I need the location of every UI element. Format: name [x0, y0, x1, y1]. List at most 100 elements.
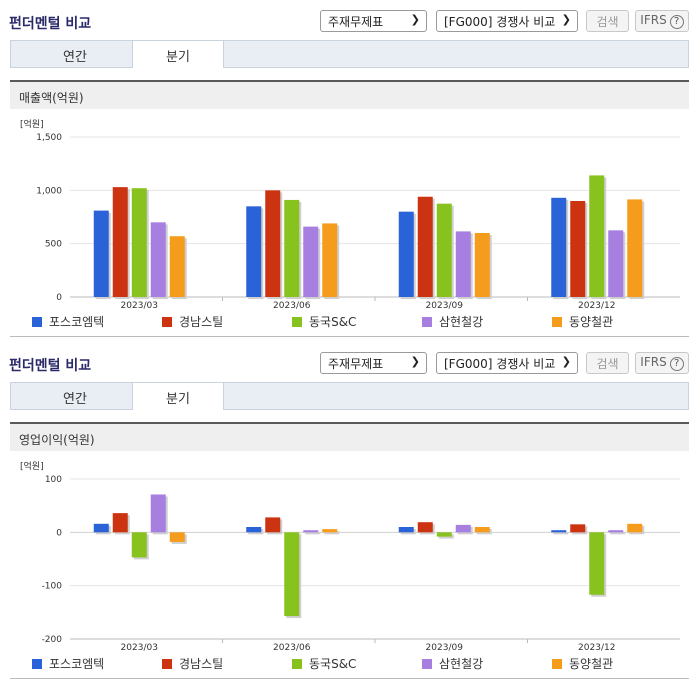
bar[interactable] — [169, 532, 185, 542]
legend-item[interactable]: 경남스틸 — [162, 313, 223, 330]
bar[interactable] — [627, 199, 643, 297]
fundamental-panel-revenue: 펀더멘털 비교 주재무제표 ❯ [FG000] 경쟁사 비교 ❯ 검색 IFRS… — [9, 10, 689, 337]
bar[interactable] — [150, 222, 166, 297]
bar[interactable] — [455, 524, 471, 533]
legend-label: 포스코엠텍 — [49, 657, 105, 671]
x-tick-label: 2023/06 — [273, 301, 311, 311]
legend-item[interactable]: 동양철관 — [552, 655, 613, 672]
bar[interactable] — [93, 210, 109, 297]
statement-select[interactable]: 주재무제표 ❯ — [320, 352, 427, 374]
tab-annual[interactable]: 연간 — [63, 50, 87, 65]
legend-label: 동양철관 — [569, 657, 614, 671]
bar[interactable] — [398, 211, 414, 297]
bar[interactable] — [608, 230, 624, 297]
legend-label: 동국S&C — [309, 315, 357, 329]
bar-shadow — [610, 532, 626, 535]
x-tick-label: 2023/12 — [578, 301, 615, 311]
y-unit-label: [억원] — [20, 460, 44, 472]
operating-profit-chart: [억원] -200 -100 0 100 2023/03 2023/06 2023/09 202… — [10, 454, 689, 656]
legend-item[interactable]: 포스코엠텍 — [32, 313, 104, 330]
bar[interactable] — [169, 236, 185, 297]
tab-quarterly[interactable]: 분기 — [132, 382, 224, 410]
search-button[interactable]: 검색 — [586, 10, 629, 32]
bar[interactable] — [131, 188, 147, 297]
bar[interactable] — [589, 175, 605, 297]
legend-swatch — [552, 317, 562, 327]
bar[interactable] — [265, 517, 281, 533]
bar[interactable] — [112, 513, 128, 533]
section-divider — [10, 678, 689, 679]
bar[interactable] — [322, 223, 338, 297]
legend-swatch — [32, 317, 42, 327]
bar[interactable] — [131, 532, 147, 558]
legend-item[interactable]: 동국S&C — [292, 655, 356, 672]
y-tick-label: 1,000 — [36, 186, 62, 196]
bar[interactable] — [322, 529, 338, 533]
bar[interactable] — [303, 530, 319, 533]
bar[interactable] — [284, 532, 300, 617]
tab-quarterly[interactable]: 분기 — [132, 40, 224, 68]
bar[interactable] — [455, 231, 471, 297]
legend-item[interactable]: 동양철관 — [552, 313, 613, 330]
bar[interactable] — [417, 522, 433, 533]
x-tick-label: 2023/09 — [426, 643, 464, 653]
legend-item[interactable]: 삼현철강 — [422, 655, 483, 672]
peer-group-select[interactable]: [FG000] 경쟁사 비교 ❯ — [436, 352, 578, 374]
legend-label: 경남스틸 — [179, 315, 224, 329]
bar[interactable] — [474, 527, 490, 533]
bar[interactable] — [570, 201, 586, 297]
y-tick-label: 1,500 — [36, 133, 62, 143]
y-tick-label: 0 — [56, 528, 62, 538]
ifrs-button[interactable]: IFRS? — [635, 352, 689, 374]
metric-header: 영업이익(억원) — [10, 422, 689, 451]
bar[interactable] — [112, 187, 128, 297]
legend-swatch — [292, 317, 302, 327]
bar[interactable] — [246, 527, 262, 533]
bar[interactable] — [436, 532, 452, 537]
legend-label: 삼현철강 — [439, 315, 484, 329]
bar[interactable] — [398, 527, 414, 533]
bar[interactable] — [150, 494, 166, 533]
ifrs-button[interactable]: IFRS? — [635, 10, 689, 32]
bar[interactable] — [551, 197, 567, 297]
legend-swatch — [32, 659, 42, 669]
legend-item[interactable]: 경남스틸 — [162, 655, 223, 672]
search-button[interactable]: 검색 — [586, 352, 629, 374]
legend-item[interactable]: 동국S&C — [292, 313, 356, 330]
bar-shadow — [553, 532, 569, 535]
y-tick-label: 500 — [45, 240, 62, 250]
bar[interactable] — [608, 530, 624, 533]
bar[interactable] — [265, 190, 281, 297]
bar[interactable] — [627, 523, 643, 533]
bar[interactable] — [417, 196, 433, 297]
revenue-chart-svg: [억원] 0 500 1,000 1,500 2023/03 2023/06 2023/09 2… — [20, 118, 680, 311]
peer-group-select-value: [FG000] 경쟁사 비교 — [444, 15, 556, 29]
operating-profit-chart-svg: [억원] -200 -100 0 100 2023/03 2023/06 2023/09 202… — [20, 460, 680, 653]
peer-group-select[interactable]: [FG000] 경쟁사 비교 ❯ — [436, 10, 578, 32]
bar[interactable] — [570, 524, 586, 533]
bar[interactable] — [474, 233, 490, 297]
peer-group-select-value: [FG000] 경쟁사 비교 — [444, 357, 556, 371]
bar[interactable] — [93, 523, 109, 533]
bar[interactable] — [551, 530, 567, 533]
section-divider — [10, 336, 689, 337]
bar[interactable] — [589, 532, 605, 595]
legend-item[interactable]: 포스코엠텍 — [32, 655, 104, 672]
x-tick-label: 2023/12 — [578, 643, 615, 653]
legend-item[interactable]: 삼현철강 — [422, 313, 483, 330]
y-tick-label: -200 — [42, 635, 63, 645]
fundamental-panel-operating-profit: 펀더멘털 비교 주재무제표 ❯ [FG000] 경쟁사 비교 ❯ 검색 IFRS… — [0, 342, 696, 684]
bar[interactable] — [303, 226, 319, 297]
statement-select-value: 주재무제표 — [328, 15, 384, 29]
legend-label: 삼현철강 — [439, 657, 484, 671]
y-tick-label: 0 — [56, 293, 62, 303]
revenue-chart: [억원] 0 500 1,000 1,500 2023/03 2023/06 2023/09 2… — [10, 112, 689, 314]
tab-annual[interactable]: 연간 — [63, 392, 87, 407]
chevron-down-icon: ❯ — [410, 13, 420, 26]
bar[interactable] — [436, 203, 452, 297]
period-tabs: 연간 분기 — [10, 40, 689, 68]
bar[interactable] — [246, 206, 262, 297]
x-tick-label: 2023/06 — [273, 643, 311, 653]
statement-select[interactable]: 주재무제표 ❯ — [320, 10, 427, 32]
bar[interactable] — [284, 199, 300, 297]
